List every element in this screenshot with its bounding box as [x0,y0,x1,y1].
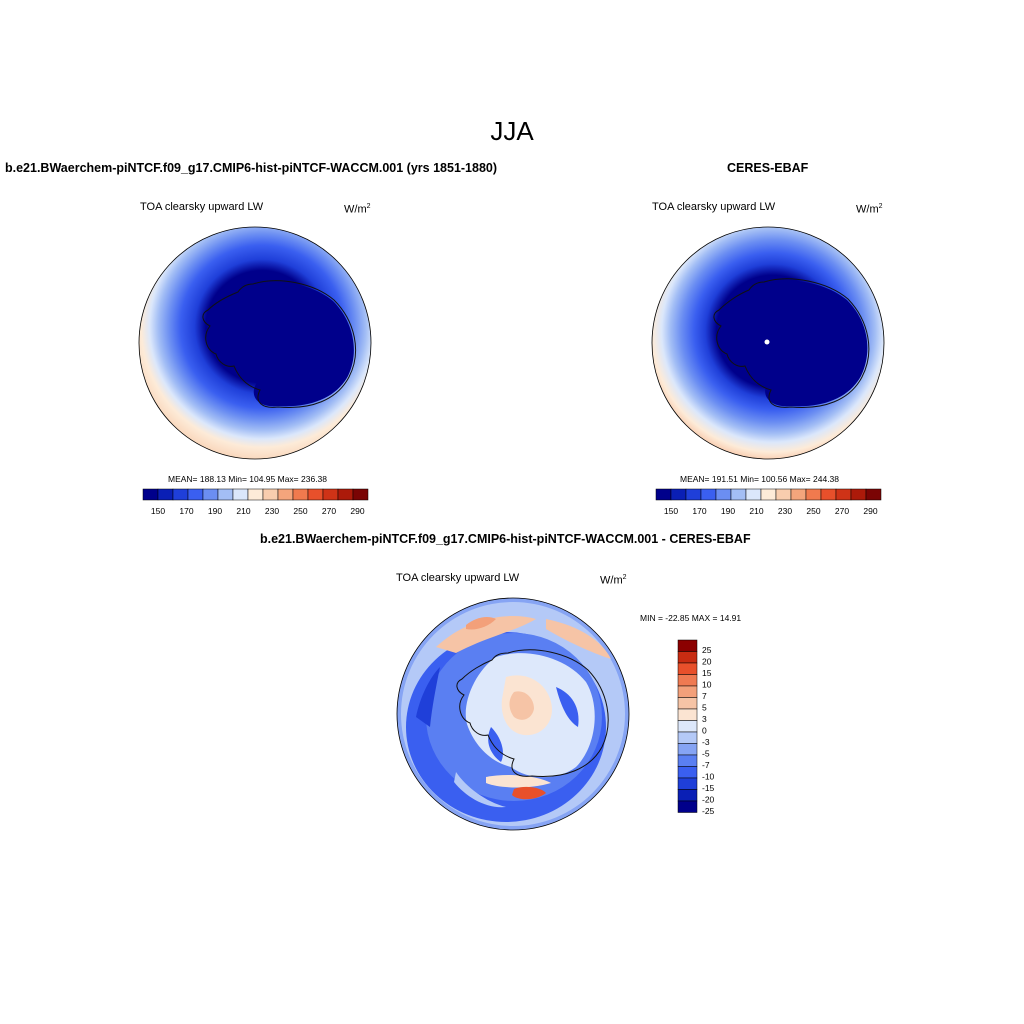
colorbar-cell [277,488,294,501]
colorbar-cell [677,800,698,813]
model-variable-label: TOA clearsky upward LW [140,201,264,213]
colorbar-cell [775,488,792,501]
colorbar-cell [262,488,279,501]
colorbar-tick-label: 15 [702,668,712,678]
colorbar-tick-label: 210 [749,506,763,516]
colorbar-cell [307,488,324,501]
colorbar-cell [700,488,717,501]
colorbar-cell [835,488,852,501]
model-colorbar: 150 170 190 210 230 250 270 290 [142,488,369,516]
colorbar-cell [677,674,698,687]
colorbar-cell [172,488,189,501]
diff-polar-map [396,597,630,831]
colorbar-tick-label: 190 [208,506,222,516]
colorbar-cell [677,708,698,721]
colorbar-cell [217,488,234,501]
colorbar-tick-label: 10 [702,680,712,690]
colorbar-tick-label: -15 [702,783,715,793]
colorbar-tick-label: -7 [702,760,710,770]
diff-stats: MIN = -22.85 MAX = 14.91 [640,613,742,623]
season-title: JJA [490,116,534,146]
colorbar-cell [677,731,698,744]
colorbar-cell [187,488,204,501]
colorbar-tick-label: -3 [702,737,710,747]
obs-variable-label: TOA clearsky upward LW [652,201,776,213]
colorbar-cell [322,488,339,501]
colorbar-cell [865,488,882,501]
colorbar-tick-label: -5 [702,749,710,759]
colorbar-cell [337,488,354,501]
colorbar-tick-label: 230 [778,506,792,516]
colorbar-cell [677,662,698,675]
colorbar-cell [677,766,698,779]
colorbar-tick-label: 250 [293,506,307,516]
colorbar-tick-label: 170 [692,506,706,516]
colorbar-tick-label: 270 [835,506,849,516]
diff-panel-title: b.e21.BWaerchem-piNTCF.f09_g17.CMIP6-his… [260,532,751,546]
colorbar-cell [677,720,698,733]
model-polar-map [138,226,372,460]
colorbar-cell [677,777,698,790]
colorbar-cell [677,789,698,802]
colorbar-cell [850,488,867,501]
colorbar-cell [677,651,698,664]
colorbar-cell [232,488,249,501]
obs-stats: MEAN= 191.51 Min= 100.56 Max= 244.38 [680,474,840,484]
colorbar-tick-label: 230 [265,506,279,516]
colorbar-cell [202,488,219,501]
colorbar-cell [745,488,762,501]
colorbar-cell [655,488,672,501]
colorbar-cell [677,685,698,698]
colorbar-cell [142,488,159,501]
colorbar-cell [677,743,698,756]
model-panel-title: b.e21.BWaerchem-piNTCF.f09_g17.CMIP6-his… [5,161,498,175]
obs-panel-title: CERES-EBAF [727,161,809,175]
colorbar-tick-label: 290 [863,506,877,516]
colorbar-cell [715,488,732,501]
colorbar-tick-label: 150 [664,506,678,516]
colorbar-cell [820,488,837,501]
obs-units: W/m2 [856,203,883,216]
colorbar-tick-label: 270 [322,506,336,516]
colorbar-cell [677,697,698,710]
colorbar-tick-label: 150 [151,506,165,516]
colorbar-tick-label: 25 [702,645,712,655]
obs-colorbar: 150 170 190 210 230 250 270 290 [655,488,882,516]
colorbar-cell [352,488,369,501]
diff-units: W/m2 [600,574,627,587]
colorbar-cell [247,488,264,501]
colorbar-cell [677,639,698,652]
colorbar-cell [790,488,807,501]
colorbar-cell [685,488,702,501]
colorbar-tick-label: 7 [702,691,707,701]
colorbar-tick-label: 290 [350,506,364,516]
colorbar-tick-label: 3 [702,714,707,724]
model-units: W/m2 [344,203,371,216]
colorbar-tick-label: -20 [702,795,715,805]
colorbar-tick-label: 170 [179,506,193,516]
colorbar-tick-label: 20 [702,657,712,667]
colorbar-tick-label: -10 [702,772,715,782]
obs-polar-map [651,226,885,460]
colorbar-tick-label: 0 [702,726,707,736]
colorbar-cell [677,754,698,767]
colorbar-cell [760,488,777,501]
colorbar-tick-label: 190 [721,506,735,516]
colorbar-cell [157,488,174,501]
colorbar-tick-label: -25 [702,806,715,816]
model-stats: MEAN= 188.13 Min= 104.95 Max= 236.38 [168,474,328,484]
colorbar-tick-label: 210 [236,506,250,516]
diff-variable-label: TOA clearsky upward LW [396,572,520,584]
colorbar-cell [805,488,822,501]
colorbar-cell [730,488,747,501]
colorbar-cell [292,488,309,501]
colorbar-cell [670,488,687,501]
colorbar-tick-label: 5 [702,703,707,713]
colorbar-tick-label: 250 [806,506,820,516]
